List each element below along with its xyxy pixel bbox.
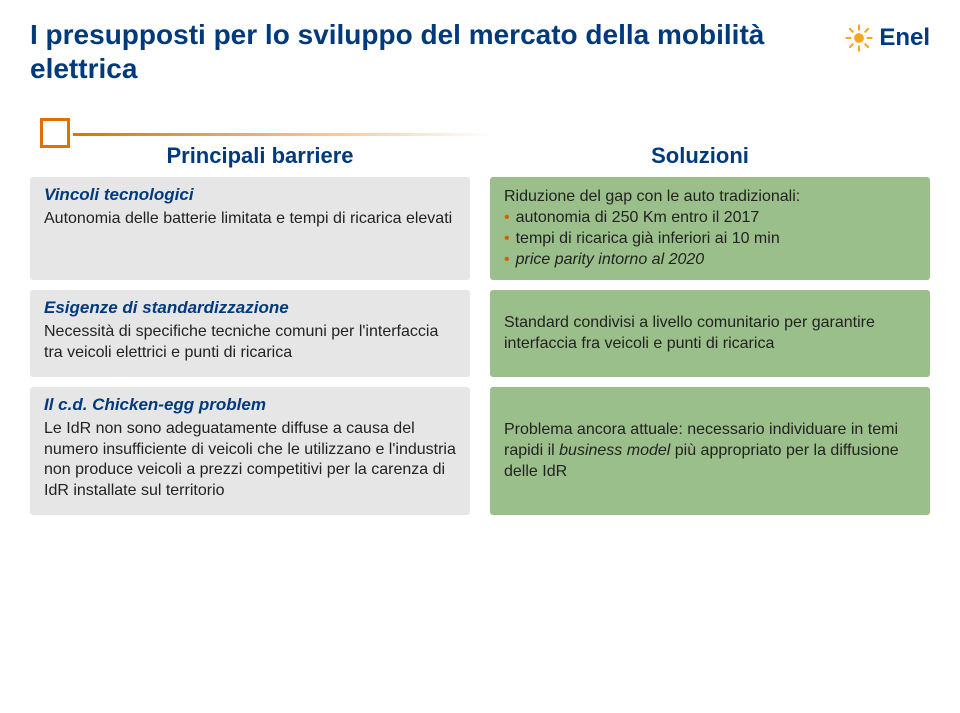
- header: I presupposti per lo sviluppo del mercat…: [0, 0, 960, 85]
- rows-container: Vincoli tecnologici Autonomia delle batt…: [0, 169, 960, 515]
- solution-body-3: Problema ancora attuale: necessario indi…: [504, 420, 916, 482]
- barrier-box-3: Il c.d. Chicken-egg problem Le IdR non s…: [30, 387, 470, 515]
- decorative-square: [40, 118, 70, 148]
- solution-lead-1: Riduzione del gap con le auto tradiziona…: [504, 187, 916, 208]
- bullet-dot-icon: •: [504, 229, 510, 250]
- bullet-dot-icon: •: [504, 208, 510, 229]
- row-2: Esigenze di standardizzazione Necessità …: [30, 290, 930, 377]
- enel-logo: Enel: [845, 24, 930, 52]
- col-header-right: Soluzioni: [490, 143, 910, 169]
- logo-text: Enel: [879, 24, 930, 52]
- row-1: Vincoli tecnologici Autonomia delle batt…: [30, 177, 930, 280]
- barrier-body-1: Autonomia delle batterie limitata e temp…: [44, 209, 456, 229]
- column-headers: Principali barriere Soluzioni: [0, 143, 960, 169]
- bullet-dot-icon: •: [504, 250, 510, 271]
- sun-icon: [845, 24, 873, 52]
- bullet-1b: •tempi di ricarica già inferiori ai 10 m…: [504, 229, 916, 250]
- barrier-title-3: Il c.d. Chicken-egg problem: [44, 395, 456, 415]
- col-header-left: Principali barriere: [50, 143, 470, 169]
- barrier-body-3: Le IdR non sono adeguatamente diffuse a …: [44, 419, 456, 501]
- solution-box-3: Problema ancora attuale: necessario indi…: [490, 387, 930, 515]
- barrier-body-2: Necessità di specifiche tecniche comuni …: [44, 322, 456, 363]
- solution-box-2: Standard condivisi a livello comunitario…: [490, 290, 930, 377]
- barrier-title-1: Vincoli tecnologici: [44, 185, 456, 205]
- barrier-box-1: Vincoli tecnologici Autonomia delle batt…: [30, 177, 470, 280]
- page-title: I presupposti per lo sviluppo del mercat…: [30, 18, 790, 85]
- bullet-1c: •price parity intorno al 2020: [504, 250, 916, 271]
- solution-box-1: Riduzione del gap con le auto tradiziona…: [490, 177, 930, 280]
- barrier-box-2: Esigenze di standardizzazione Necessità …: [30, 290, 470, 377]
- barrier-title-2: Esigenze di standardizzazione: [44, 298, 456, 318]
- row-3: Il c.d. Chicken-egg problem Le IdR non s…: [30, 387, 930, 515]
- solution-body-2: Standard condivisi a livello comunitario…: [504, 313, 916, 355]
- bullet-1a: •autonomia di 250 Km entro il 2017: [504, 208, 916, 229]
